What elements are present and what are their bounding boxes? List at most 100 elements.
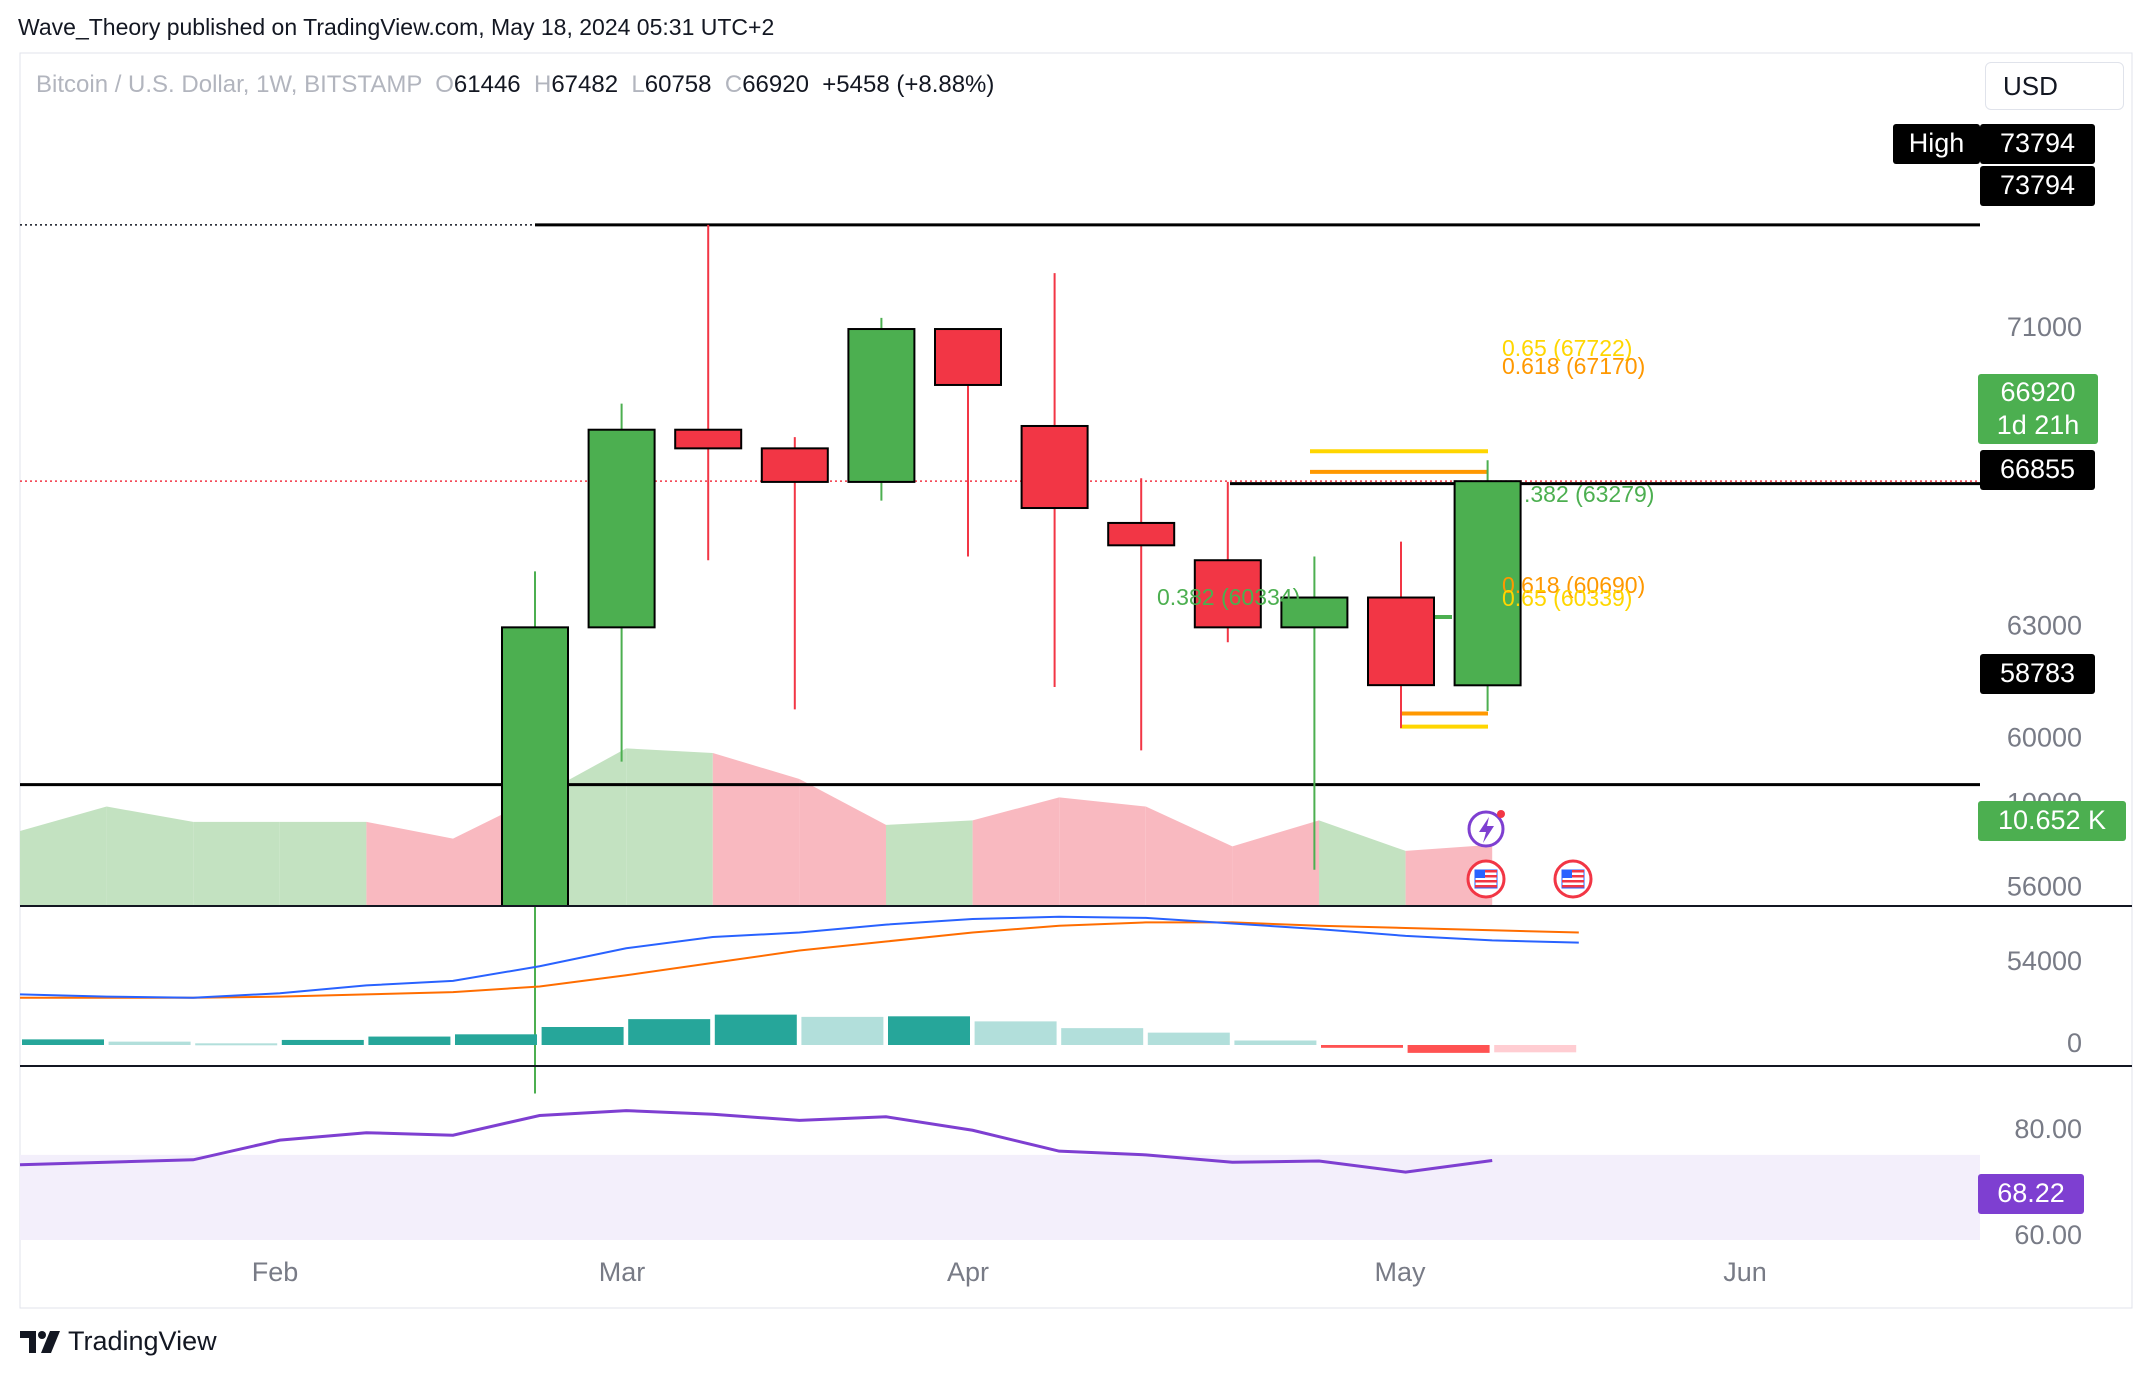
high-label-tag-bg	[1893, 124, 1980, 164]
level-58783-tag: 58783	[2000, 658, 2075, 688]
candle-body	[1280, 596, 1349, 629]
rsi-line	[19, 1109, 1493, 1174]
legend-c-value: 66920	[742, 71, 822, 98]
macd-axis-label: 0	[2067, 1028, 2082, 1058]
macd-histogram-bar	[1147, 1032, 1230, 1045]
x-axis-label: May	[1374, 1257, 1426, 1287]
macd-histogram-bar	[1234, 1040, 1317, 1045]
volume-area-segment	[20, 806, 107, 906]
legend-o-label: O	[435, 71, 454, 98]
us-flag-icon-stripe	[1562, 875, 1584, 878]
macd-histogram-bar	[1407, 1045, 1490, 1053]
chart-frame	[19, 52, 2133, 1309]
macd-histogram-bar	[22, 1039, 104, 1045]
macd-histogram-bar	[1061, 1028, 1144, 1045]
x-axis-label: Mar	[599, 1257, 646, 1287]
macd-histogram-bar	[195, 1043, 278, 1046]
high-label-tag: High	[1909, 128, 1965, 158]
macd-histogram-bar	[1494, 1045, 1577, 1053]
level-73794-tag-bg	[1980, 166, 2095, 206]
x-axis-label: Apr	[947, 1257, 989, 1287]
macd-signal-line	[20, 921, 1579, 999]
price-axis-label: 71000	[2007, 312, 2082, 342]
candle-body	[674, 428, 743, 450]
x-axis-label: Jun	[1723, 1257, 1767, 1287]
fib-label-upper-065: 0.65 (67722)	[1502, 335, 1632, 361]
level-58783-tag-bg	[1980, 654, 2095, 694]
macd-histogram-bar	[455, 1034, 537, 1045]
current-price-tag: 66920	[2000, 377, 2075, 407]
rsi-axis-label: 60.00	[2014, 1220, 2082, 1250]
legend-h-label: H	[534, 71, 551, 98]
macd-histogram-bar	[541, 1027, 624, 1045]
current-price-tag-bg	[1978, 374, 2098, 444]
volume-area-segment	[886, 820, 973, 906]
candle-body	[587, 428, 656, 629]
tradingview-logo[interactable]: TradingView	[20, 1323, 217, 1359]
volume-area-segment	[1059, 797, 1146, 906]
us-flag-icon-stripe	[1475, 875, 1497, 878]
macd-line	[19, 915, 1579, 999]
legend-h-value: 67482	[551, 71, 631, 98]
fib-label-lower-065: 0.65 (60339)	[1502, 585, 1632, 611]
candle-body	[847, 328, 916, 483]
symbol-legend: Bitcoin / U.S. Dollar, 1W, BITSTAMP O614…	[36, 71, 994, 98]
us-flag-icon-stripe	[1475, 870, 1497, 873]
countdown-tag: 1d 21h	[1997, 410, 2080, 440]
macd-histogram-bar	[801, 1016, 884, 1045]
fib-label-lower-0618: 0.618 (60690)	[1502, 572, 1645, 598]
rsi-band	[20, 1154, 1980, 1240]
us-flag-icon-canton	[1562, 870, 1572, 878]
volume-area-segment	[972, 797, 1060, 906]
publisher-line: Wave_Theory published on TradingView.com…	[18, 14, 775, 40]
volume-area-segment	[1232, 820, 1319, 906]
lightning-event-icon	[1467, 810, 1505, 848]
price-axis-label: 56000	[2007, 872, 2082, 902]
macd-histogram-bar	[888, 1016, 970, 1045]
currency-button[interactable]: USD	[1985, 62, 2124, 110]
legend-c-label: C	[725, 71, 742, 98]
volume-area-segment	[799, 779, 886, 906]
volume-area-segment	[193, 821, 280, 906]
legend-change: +5458 (+8.88%)	[822, 71, 994, 98]
candle-body	[1020, 424, 1089, 510]
rsi-value-tag-bg	[1978, 1174, 2084, 1214]
price-axis-label: 60000	[2007, 722, 2082, 752]
us-flag-icon-stripe	[1562, 880, 1584, 883]
us-flag-icon-stripe	[1562, 870, 1584, 873]
volume-value-tag: 10.652 K	[1998, 805, 2106, 835]
fib-label-left-0382: 0.382 (60334)	[1157, 584, 1300, 610]
volume-area-segment	[712, 753, 800, 906]
us-flag-icon	[1553, 859, 1593, 899]
legend-l-label: L	[631, 71, 644, 98]
macd-histogram-bar	[714, 1014, 797, 1045]
level-73794-tag: 73794	[2000, 170, 2075, 200]
us-flag-icon-canton	[1475, 870, 1485, 878]
macd-histogram-bar	[281, 1039, 364, 1045]
lightning-bolt	[1479, 817, 1494, 843]
fib-label-upper-0618: 0.618 (67170)	[1502, 353, 1645, 379]
us-flag-icon-stripe	[1475, 885, 1497, 888]
candle-body	[1193, 559, 1262, 629]
rsi-axis-label: 80.00	[2014, 1114, 2082, 1144]
high-value-tag: 73794	[2000, 128, 2075, 158]
legend-symbol: Bitcoin / U.S. Dollar, 1W, BITSTAMP	[36, 71, 435, 98]
us-flag-icon-stripe	[1562, 885, 1584, 888]
tradingview-logo-icon	[20, 1331, 60, 1353]
level-66855-tag: 66855	[2000, 454, 2075, 484]
price-axis-label: 63000	[2007, 610, 2082, 640]
high-value-tag-bg	[1980, 124, 2095, 164]
level-66855-tag-bg	[1980, 450, 2095, 490]
volume-area-segment	[1319, 820, 1406, 906]
x-axis-label: Feb	[252, 1257, 299, 1287]
volume-area-segment	[106, 806, 194, 906]
candle-body	[501, 626, 569, 907]
candle-body	[1107, 521, 1176, 547]
us-flag-icon	[1466, 859, 1506, 899]
volume-value-tag-bg	[1978, 801, 2126, 841]
macd-histogram-bar	[368, 1036, 451, 1045]
legend-o-value: 61446	[454, 71, 534, 98]
volume-area-segment	[279, 821, 367, 906]
tradingview-brand: TradingView	[68, 1325, 217, 1356]
